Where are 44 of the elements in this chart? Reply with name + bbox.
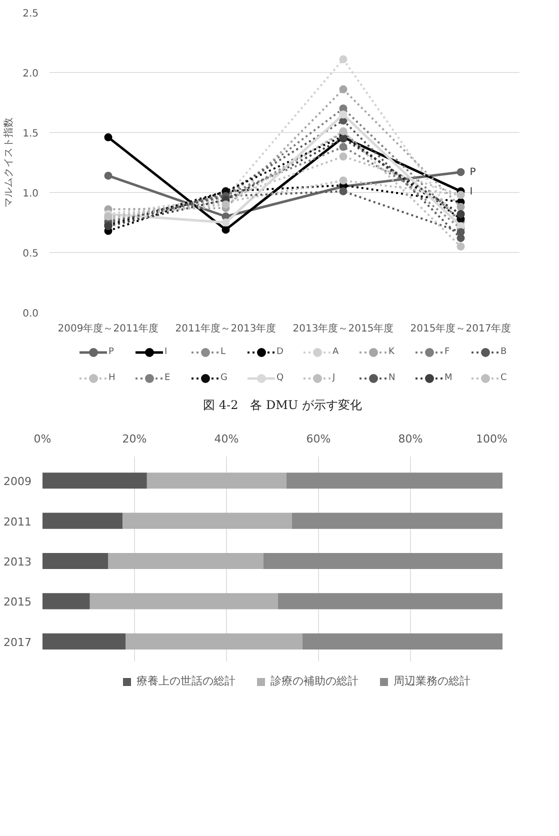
y-axis-title: マルムクイスト指数 xyxy=(2,118,15,208)
y-tick-label: 2.5 xyxy=(22,8,39,20)
y-tick-label: 1.0 xyxy=(22,188,39,200)
legend-label: G xyxy=(220,372,228,382)
y-tick-label: 2017 xyxy=(4,636,32,650)
x-tick-label: 60% xyxy=(306,432,331,446)
legend-label: A xyxy=(332,346,340,356)
legend-label: B xyxy=(500,346,508,356)
legend-label: I xyxy=(164,346,168,356)
legend-label: 療養上の世話の総計 xyxy=(136,674,236,689)
legend-label: L xyxy=(220,346,227,356)
legend-label: 周辺業務の総計 xyxy=(394,674,470,689)
x-tick-label: 0% xyxy=(34,432,52,446)
y-tick-label: 2009 xyxy=(4,475,32,488)
caption: 図 4-2 各 DMU が示す変化 xyxy=(203,397,362,414)
annotation: P xyxy=(470,167,476,178)
x-tick-label: 40% xyxy=(214,432,239,446)
y-tick-label: 0.0 xyxy=(22,308,39,320)
legend-label: H xyxy=(108,372,116,382)
y-tick-label: 2015 xyxy=(4,596,32,609)
y-tick-label: 0.5 xyxy=(22,248,39,260)
y-tick-label: 2013 xyxy=(4,556,32,569)
y-tick-label: 2011 xyxy=(4,515,32,528)
legend-label: P xyxy=(108,346,115,356)
legend-label: K xyxy=(388,346,396,356)
x-tick-label: 2011年度～2013年度 xyxy=(175,322,276,334)
legend-label: J xyxy=(332,372,336,382)
legend-label: E xyxy=(164,372,172,382)
y-tick-label: 2.0 xyxy=(22,68,39,80)
legend-label: 診療の補助の総計 xyxy=(270,674,358,689)
legend-label: M xyxy=(444,372,454,382)
legend-label: D xyxy=(276,346,284,356)
x-tick-label: 2013年度～2015年度 xyxy=(292,322,394,334)
legend-label: C xyxy=(500,372,508,382)
annotation: I xyxy=(470,186,473,198)
x-tick-label: 2009年度～2011年度 xyxy=(58,322,159,334)
y-tick-label: 1.5 xyxy=(22,128,39,140)
x-tick-label: 20% xyxy=(122,432,147,446)
x-tick-label: 100% xyxy=(476,432,508,446)
x-tick-label: 80% xyxy=(398,432,423,446)
legend-label: F xyxy=(444,346,451,356)
x-tick-label: 2015年度～2017年度 xyxy=(410,322,512,334)
legend-label: Q xyxy=(276,372,285,382)
legend-label: N xyxy=(388,372,396,382)
